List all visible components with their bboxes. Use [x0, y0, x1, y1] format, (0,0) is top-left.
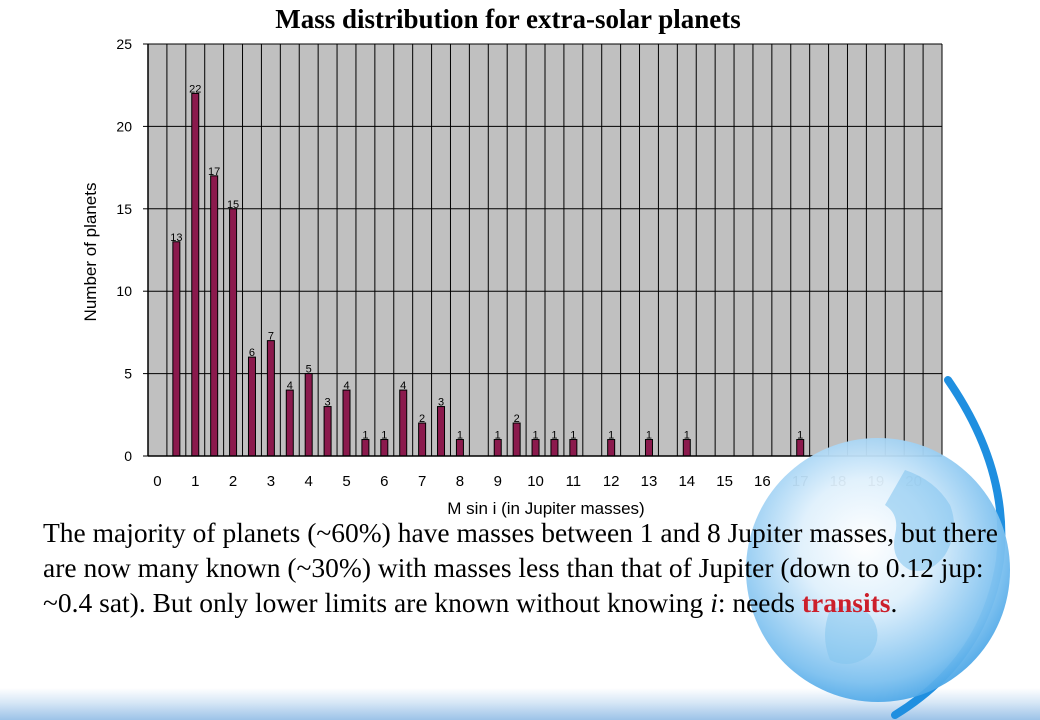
- bar-value-label: 5: [306, 364, 312, 376]
- x-tick-label: 8: [456, 473, 464, 490]
- bar-value-label: 1: [797, 430, 803, 442]
- caption-part-2: : needs: [717, 587, 802, 618]
- y-tick-label: 20: [116, 118, 132, 134]
- bar-value-label: 1: [495, 430, 501, 442]
- x-tick-label: 7: [418, 473, 426, 490]
- caption-part-1: The majority of planets (~60%) have mass…: [43, 517, 998, 618]
- bar-value-label: 4: [400, 380, 406, 392]
- chart-title: Mass distribution for extra-solar planet…: [275, 4, 741, 34]
- y-tick-label: 0: [124, 448, 132, 464]
- bar-value-label: 1: [608, 430, 614, 442]
- y-tick-label: 5: [124, 366, 132, 382]
- y-tick-labels: 0 5 10 15 20 25: [116, 36, 132, 464]
- bar-value-label: 2: [419, 413, 425, 425]
- bar-value-label: 3: [325, 397, 331, 409]
- x-tick-label: 12: [603, 473, 620, 490]
- x-tick-label: 13: [641, 473, 658, 490]
- x-tick-label: 15: [716, 473, 733, 490]
- bar-value-label: 1: [646, 430, 652, 442]
- x-tick-label: 5: [342, 473, 350, 490]
- bar-value-label: 3: [438, 397, 444, 409]
- y-tick-label: 15: [116, 201, 132, 217]
- bar-value-label: 1: [381, 430, 387, 442]
- bar-value-label: 1: [532, 430, 538, 442]
- bar-value-label: 7: [268, 331, 274, 343]
- x-tick-label: 10: [527, 473, 544, 490]
- x-tick-label: 0: [153, 473, 161, 490]
- x-tick-label: 14: [678, 473, 695, 490]
- y-tick-label: 25: [116, 36, 132, 52]
- x-tick-label: 1: [191, 473, 199, 490]
- globe-continent: [885, 470, 954, 571]
- bar-value-label: 1: [362, 430, 368, 442]
- bar-value-label: 2: [514, 413, 520, 425]
- axes: [143, 43, 942, 457]
- x-tick-label: 3: [267, 473, 275, 490]
- x-tick-label: 4: [305, 473, 313, 490]
- bar-value-label: 17: [208, 166, 220, 178]
- x-axis-label: M sin i (in Jupiter masses): [447, 499, 644, 518]
- globe-continent: [825, 606, 878, 664]
- bar-value-label: 1: [551, 430, 557, 442]
- bar-value-label: 1: [684, 430, 690, 442]
- x-tick-label: 9: [494, 473, 502, 490]
- bar-value-label: 1: [457, 430, 463, 442]
- x-tick-label: 6: [380, 473, 388, 490]
- caption-highlight-transits: transits: [801, 587, 891, 618]
- bar-value-label: 4: [343, 380, 349, 392]
- caption-text: The majority of planets (~60%) have mass…: [43, 515, 1018, 620]
- bar-value-label: 15: [227, 199, 239, 211]
- x-tick-label: 11: [566, 473, 582, 490]
- y-axis-label: Number of planets: [81, 183, 100, 322]
- y-tick-label: 10: [116, 283, 132, 299]
- caption-italic-i: i: [710, 587, 718, 618]
- x-tick-label: 2: [229, 473, 237, 490]
- bar-value-label: 1: [570, 430, 576, 442]
- gridlines: [147, 43, 943, 457]
- bar-value-label: 6: [249, 347, 255, 359]
- caption-part-3: .: [890, 587, 898, 618]
- bar-value-label: 13: [170, 232, 182, 244]
- x-tick-label: 16: [754, 473, 771, 490]
- bar-value-label: 22: [189, 83, 201, 95]
- bar-value-label: 4: [287, 380, 293, 392]
